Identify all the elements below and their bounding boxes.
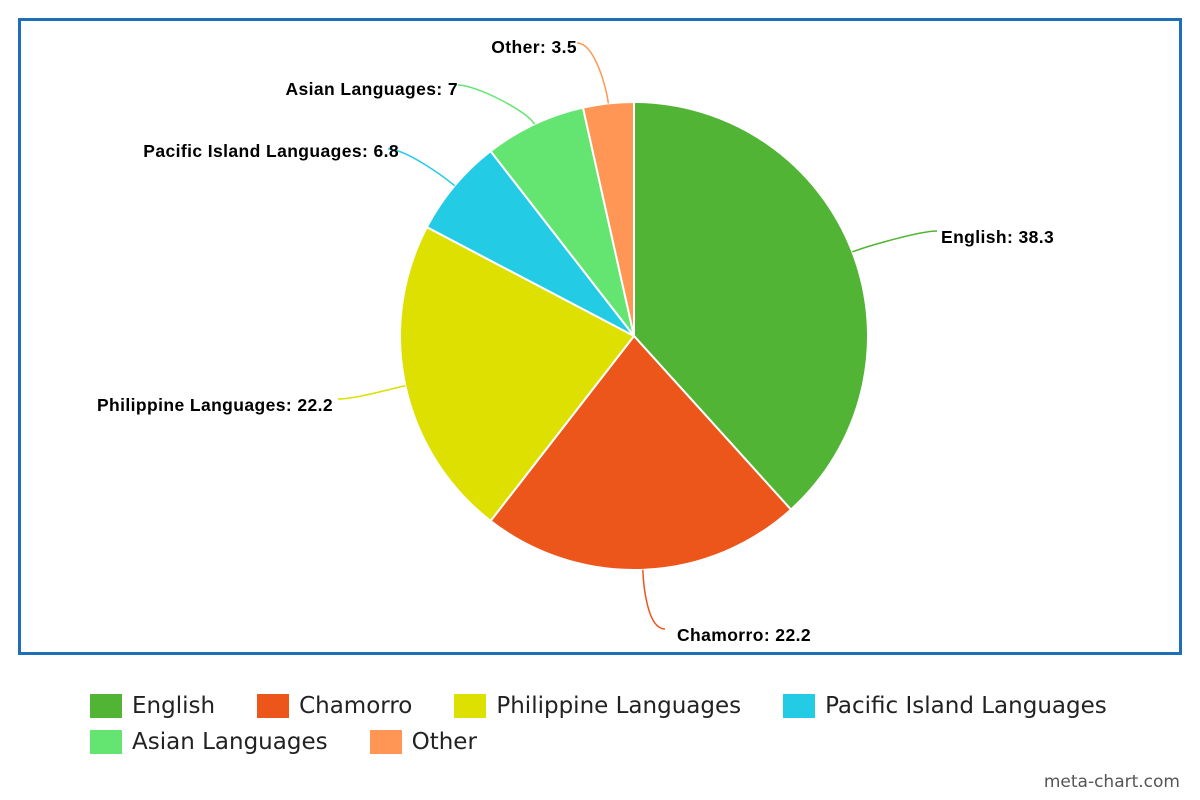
connector-asian-languages: [457, 84, 536, 125]
legend-item-asian-languages[interactable]: Asian Languages: [90, 729, 328, 755]
chart-frame: English: 38.3 Chamorro: 22.2 Philippine La…: [18, 18, 1182, 655]
legend-label: Philippine Languages: [496, 693, 742, 719]
legend-row: English Chamorro Philippine Languages Pacif…: [90, 688, 1150, 724]
data-label-other: Other: 3.5: [491, 37, 577, 57]
legend-label: English: [132, 693, 216, 719]
connector-pacific-island-languages: [387, 148, 456, 187]
legend-label: Other: [411, 729, 477, 755]
pie-chart: English: 38.3 Chamorro: 22.2 Philippine La…: [97, 37, 1054, 645]
pie-slice-english[interactable]: [633, 100, 869, 511]
pie-slice-other[interactable]: [581, 100, 635, 337]
legend-swatch: [90, 694, 122, 718]
pie-slice-chamorro[interactable]: [489, 334, 793, 571]
legend-label: Pacific Island Languages: [825, 693, 1107, 719]
data-label-chamorro: Chamorro: 22.2: [677, 625, 811, 645]
data-label-pacific-island-languages: Pacific Island Languages: 6.8: [143, 141, 399, 161]
pie-slice-philippine-languages[interactable]: [399, 225, 636, 523]
connector-philippine-languages: [337, 384, 406, 400]
legend-item-english[interactable]: English: [90, 693, 215, 719]
data-label-asian-languages: Asian Languages: 7: [285, 79, 458, 99]
connector-chamorro: [642, 569, 666, 630]
chart-legend: English Chamorro Philippine Languages Pacif…: [90, 688, 1150, 760]
connector-english: [852, 230, 938, 253]
legend-swatch: [783, 694, 816, 718]
legend-swatch: [454, 694, 487, 718]
legend-item-pacific-island-languages[interactable]: Pacific Island Languages: [783, 693, 1107, 719]
legend-item-chamorro[interactable]: Chamorro: [257, 693, 412, 719]
legend-label: Asian Languages: [132, 729, 328, 755]
legend-item-other[interactable]: Other: [369, 729, 477, 755]
legend-label: Chamorro: [299, 693, 413, 719]
legend-swatch: [257, 694, 290, 718]
watermark: meta-chart.com: [1043, 772, 1180, 792]
legend-item-philippine-languages[interactable]: Philippine Languages: [454, 693, 741, 719]
data-label-english: English: 38.3: [941, 227, 1054, 247]
pie-slice-asian-languages[interactable]: [489, 106, 635, 337]
legend-swatch: [90, 730, 122, 754]
connector-other: [576, 42, 610, 104]
legend-row: Asian Languages Other: [90, 724, 1150, 760]
legend-swatch: [369, 730, 402, 754]
data-label-philippine-languages: Philippine Languages: 22.2: [97, 395, 333, 415]
